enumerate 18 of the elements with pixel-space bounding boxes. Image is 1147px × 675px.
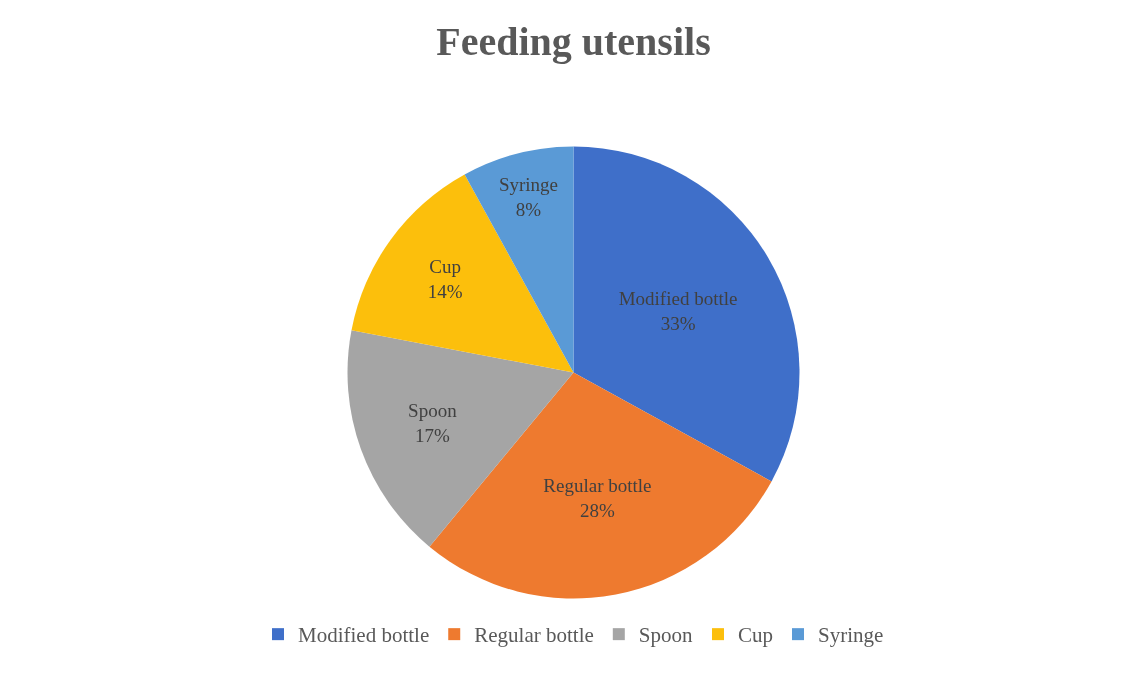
legend-label: Modified bottle (298, 623, 430, 648)
pie-slice (464, 146, 574, 373)
slice-label: Regular bottle (543, 475, 652, 497)
slice-label: Modified bottle (618, 287, 738, 309)
pie-slice (351, 174, 574, 373)
chart-title: Feeding utensils (436, 19, 711, 64)
data-label: 28% (580, 499, 615, 521)
slice-label: Syringe (498, 174, 559, 196)
slice-label: Spoon (408, 400, 458, 422)
legend-label: Spoon (638, 623, 693, 648)
data-label: 14% (427, 281, 463, 303)
data-label: 17% (414, 425, 450, 447)
legend-label: Syringe (817, 623, 884, 648)
data-label: 33% (660, 312, 696, 334)
slice-label: Cup (429, 256, 462, 278)
legend-label: Cup (737, 623, 773, 648)
legend-label: Regular bottle (474, 623, 594, 648)
data-label: 8% (515, 199, 542, 221)
